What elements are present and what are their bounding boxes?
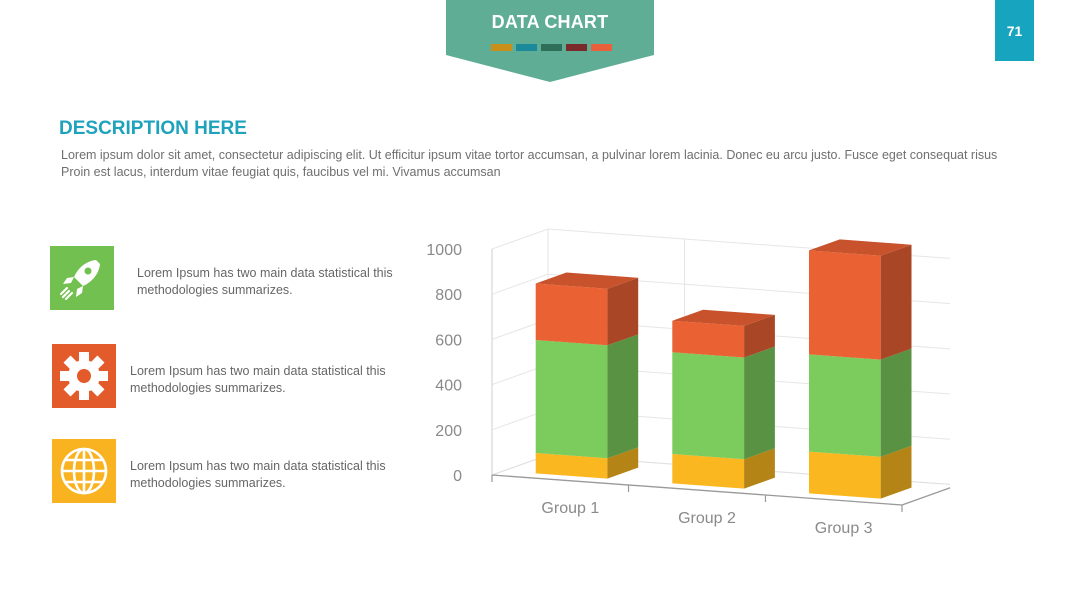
title-banner: DATA CHART: [446, 0, 654, 82]
swatch-3: [541, 44, 562, 51]
y-tick-label: 200: [435, 423, 462, 440]
gear-icon: [52, 344, 116, 408]
x-tick-label: Group 3: [815, 520, 873, 537]
y-tick-label: 400: [435, 378, 462, 395]
swatch-1: [491, 44, 512, 51]
bar-segment-side-group-3-s3: [880, 244, 912, 360]
gridline-side-4: [491, 273, 549, 295]
feature-text-2: Lorem Ipsum has two main data statistica…: [130, 364, 386, 395]
color-swatches: [491, 44, 612, 51]
globe-icon-tile: [52, 439, 116, 503]
gridline-side-5: [491, 228, 549, 250]
bar-segment-side-group-2-s1: [744, 448, 775, 489]
bar-segment-side-group-1-s2: [607, 334, 639, 459]
bar-top-group-3: [809, 239, 912, 256]
bar-segment-side-group-1-s3: [607, 277, 639, 346]
bar-segment-front-group-1-s1: [535, 453, 608, 479]
chart-svg: 0 200 400 600 800 1000 Group 1 Group 2 Group 3: [426, 228, 959, 537]
stacked-bar-chart-3d: 0 200 400 600 800 1000 Group 1 Group 2 Group 3: [410, 220, 959, 575]
bar-segment-front-group-1-s3: [535, 283, 608, 346]
banner-shape: [446, 0, 654, 82]
x-axis-line: [491, 474, 903, 506]
swatch-4: [566, 44, 587, 51]
page-number: 71: [995, 0, 1034, 61]
bar-segment-front-group-3-s2: [809, 354, 881, 457]
y-tick-label: 1000: [426, 242, 462, 259]
section-description: Lorem ipsum dolor sit amet, consectetur …: [61, 148, 998, 179]
swatch-2: [516, 44, 537, 51]
y-tick-label: 600: [435, 332, 462, 349]
gear-icon-tile: [52, 344, 116, 408]
bar-segment-front-group-3-s3: [809, 250, 881, 360]
x-tick-label: Group 2: [678, 510, 736, 527]
bar-top-group-2: [672, 309, 775, 326]
feature-text-1: Lorem Ipsum has two main data statistica…: [137, 266, 393, 297]
bar-segment-side-group-2-s3: [744, 314, 775, 358]
x-tick-label: Group 1: [541, 500, 599, 517]
swatch-5: [591, 44, 612, 51]
bar-segment-side-group-1-s1: [607, 447, 639, 479]
section-heading: DESCRIPTION HERE: [59, 118, 247, 139]
y-tick-label: 800: [435, 287, 462, 304]
x-axis-depth-line: [901, 484, 959, 506]
bar-segment-side-group-3-s1: [880, 445, 912, 499]
bar-segment-front-group-1-s2: [535, 340, 608, 459]
bar-segment-front-group-3-s1: [809, 451, 881, 499]
y-tick-label: 0: [453, 468, 462, 485]
bar-segment-front-group-2-s1: [672, 454, 745, 489]
globe-icon: [52, 439, 116, 503]
bar-segment-front-group-2-s2: [672, 352, 745, 460]
feature-text-3: Lorem Ipsum has two main data statistica…: [130, 459, 386, 490]
page-title: DATA CHART: [491, 12, 609, 32]
bar-segment-front-group-2-s3: [672, 320, 745, 358]
bar-segment-side-group-2-s2: [744, 346, 775, 460]
bar-segment-side-group-3-s2: [880, 348, 912, 457]
bar-top-group-1: [535, 272, 639, 289]
rocket-icon-tile: [50, 246, 114, 310]
rocket-icon: [50, 246, 114, 310]
